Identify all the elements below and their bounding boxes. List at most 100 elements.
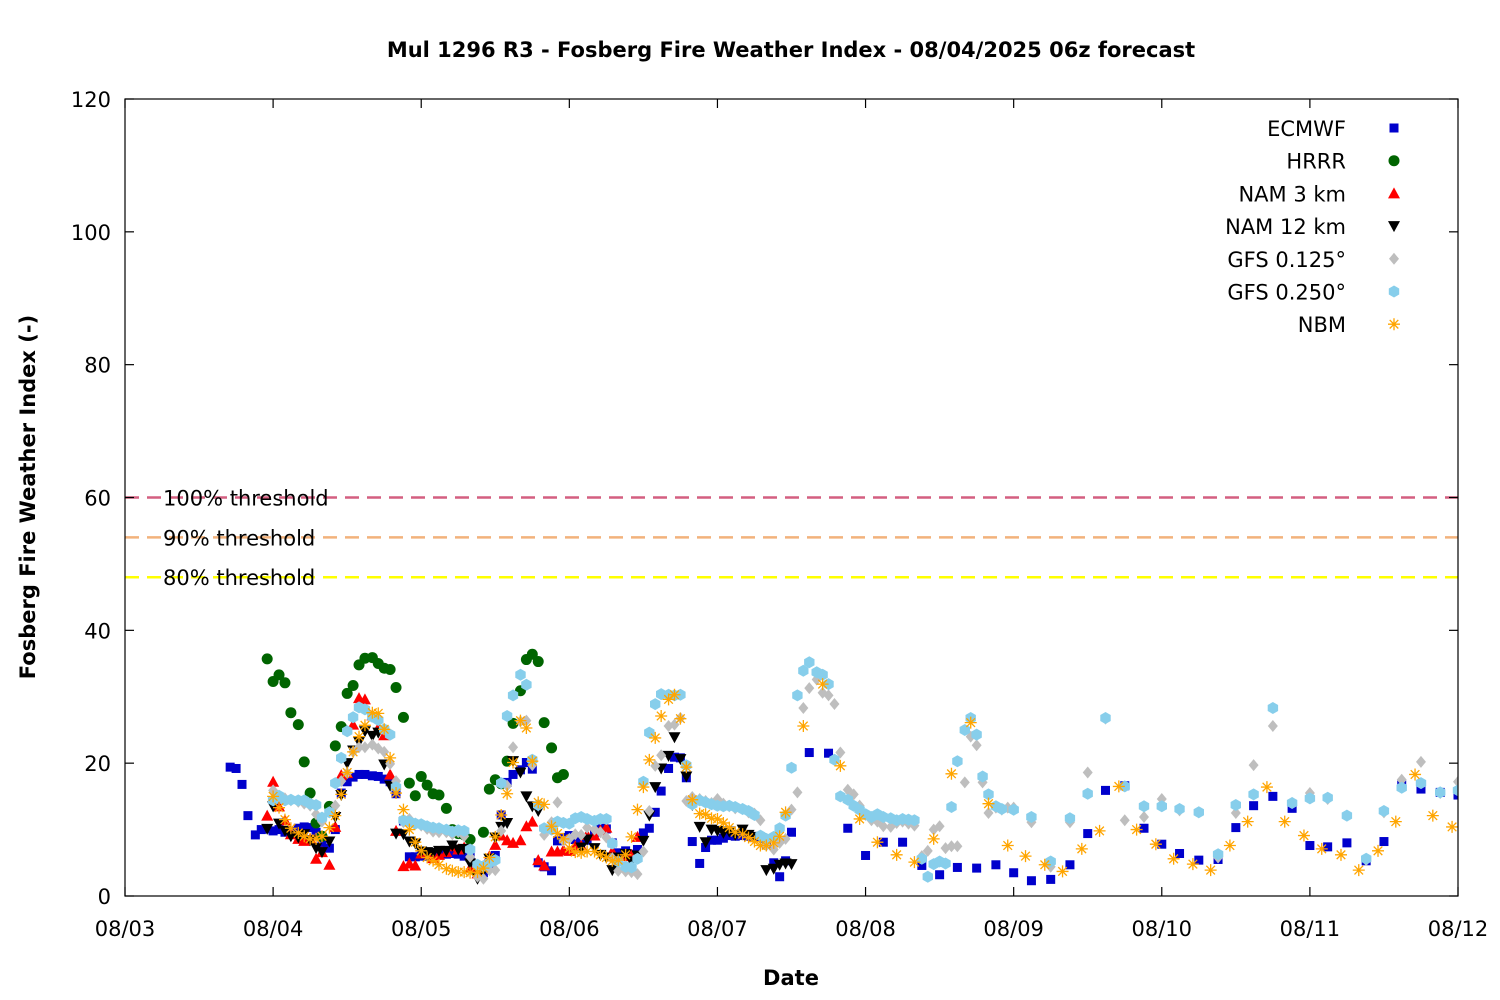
data-point xyxy=(532,854,545,866)
data-point xyxy=(520,820,533,832)
data-point xyxy=(433,789,445,801)
data-point xyxy=(1082,787,1093,800)
data-point xyxy=(284,822,297,835)
data-point xyxy=(409,836,422,849)
legend-label: NAM 12 km xyxy=(1225,215,1346,239)
data-point xyxy=(1186,858,1199,871)
data-point xyxy=(656,749,667,762)
data-point xyxy=(526,755,539,768)
data-point xyxy=(538,798,551,811)
data-point xyxy=(477,862,490,875)
data-point xyxy=(619,848,632,861)
data-point xyxy=(538,717,550,729)
data-point xyxy=(447,848,457,858)
data-point xyxy=(693,807,706,820)
data-point xyxy=(1267,702,1279,714)
data-point xyxy=(959,776,970,789)
data-point xyxy=(421,779,433,791)
data-point xyxy=(1372,844,1385,857)
data-point xyxy=(952,862,962,872)
data-point xyxy=(501,710,513,722)
data-point xyxy=(917,860,927,870)
data-point xyxy=(1149,838,1162,851)
data-point xyxy=(495,808,508,821)
data-point xyxy=(358,693,371,705)
data-point xyxy=(384,768,397,780)
data-point xyxy=(798,702,809,715)
data-point xyxy=(1194,855,1204,865)
data-point xyxy=(935,870,945,880)
legend-label: GFS 0.125° xyxy=(1227,248,1346,272)
data-point xyxy=(329,740,341,752)
x-tick-label: 08/09 xyxy=(983,917,1044,941)
data-point xyxy=(292,719,304,731)
data-point xyxy=(1304,792,1316,805)
data-point xyxy=(552,836,562,846)
data-point xyxy=(816,678,829,691)
data-point xyxy=(982,797,995,810)
data-point xyxy=(267,775,280,787)
data-point xyxy=(1056,865,1069,878)
data-point xyxy=(1378,805,1390,817)
data-point xyxy=(637,781,650,794)
data-point xyxy=(1396,781,1407,794)
data-point xyxy=(317,839,327,849)
data-point xyxy=(1175,848,1185,858)
data-point xyxy=(1083,829,1093,839)
data-point xyxy=(373,714,384,726)
legend-label: NBM xyxy=(1298,313,1346,337)
data-point xyxy=(421,851,434,864)
data-point xyxy=(520,721,533,734)
data-point xyxy=(664,763,674,773)
data-point xyxy=(785,859,798,871)
data-point xyxy=(329,809,342,822)
data-point xyxy=(526,648,538,660)
data-point xyxy=(373,771,383,781)
data-point xyxy=(330,777,341,790)
data-point xyxy=(669,752,679,762)
data-point xyxy=(1026,876,1036,886)
data-point xyxy=(1379,837,1389,847)
data-point xyxy=(403,777,415,789)
data-point xyxy=(508,741,519,754)
data-point xyxy=(699,808,712,821)
data-point xyxy=(507,756,520,769)
data-point xyxy=(1212,848,1224,861)
data-point xyxy=(1174,803,1185,815)
data-point xyxy=(575,846,588,859)
data-point xyxy=(342,725,353,738)
data-point xyxy=(336,751,347,764)
data-point xyxy=(501,817,514,829)
data-point xyxy=(342,777,352,787)
data-point xyxy=(458,866,471,879)
data-point xyxy=(305,823,315,833)
data-point xyxy=(514,714,527,727)
data-point xyxy=(655,710,668,723)
data-point xyxy=(261,823,274,835)
data-point xyxy=(514,767,527,779)
data-point xyxy=(315,830,328,843)
legend-label: NAM 3 km xyxy=(1238,182,1346,206)
data-point xyxy=(712,835,722,845)
data-point xyxy=(786,761,797,774)
data-point xyxy=(1008,803,1019,816)
data-point xyxy=(508,769,518,779)
data-point xyxy=(538,859,551,871)
data-points xyxy=(225,648,1458,886)
data-point xyxy=(563,842,576,855)
data-point xyxy=(1046,874,1056,884)
threshold-label: 100% threshold xyxy=(163,487,329,511)
data-point xyxy=(521,758,531,768)
x-tick-label: 08/10 xyxy=(1132,917,1193,941)
data-point xyxy=(359,741,370,754)
data-point xyxy=(315,847,328,859)
y-tick-label: 80 xyxy=(84,354,111,378)
data-point xyxy=(483,783,495,795)
data-point xyxy=(459,824,470,837)
data-point xyxy=(977,770,988,783)
data-point xyxy=(384,728,396,741)
data-point xyxy=(797,719,810,732)
data-point xyxy=(569,846,582,859)
data-point xyxy=(650,698,661,711)
data-point xyxy=(243,811,253,821)
